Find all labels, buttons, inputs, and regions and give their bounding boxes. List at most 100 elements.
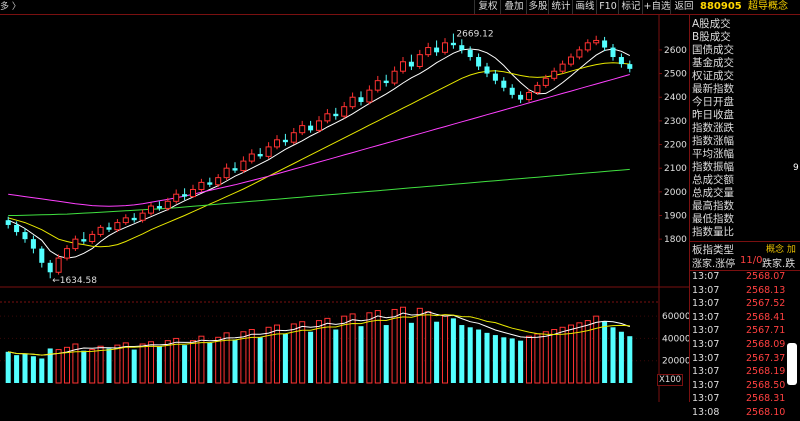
candle [139,209,146,223]
draw-line-button[interactable]: 画线 [572,0,597,14]
tick-price: 2567.71 [746,325,786,337]
volume-bar [282,333,288,383]
candle [391,66,398,86]
toolbar-left-text: 多 〉 [0,2,21,12]
tick-time: 13:07 [692,352,720,364]
ma-line-ma60 [8,168,630,216]
kline-chart[interactable]: 2600 2500 2400 2300 2200 2100 2000 1900 1800 600… [0,15,689,402]
price-tick-label: 1800 [664,235,687,245]
tick-time: 13:07 [692,298,720,310]
tick-price: 2567.52 [746,298,786,310]
candle [341,101,348,119]
candle [164,197,171,211]
volume-bar [55,349,62,384]
volume-bar [492,335,498,383]
back-button[interactable]: 返回 [670,0,697,14]
volume-series [5,306,633,384]
volume-bar [97,345,104,384]
panel-field-7: 昨日收盘 [692,109,734,121]
candle [434,40,440,56]
price-tick-label: 2300 [664,117,687,127]
tick-price: 2568.31 [746,393,786,405]
candle [198,178,205,192]
panel-field-13: 总成交量 [692,187,734,199]
candle [248,149,255,164]
tick-price: 2568.13 [746,284,786,296]
tick-list[interactable]: 13:07 2568.07 13:07 2568.13 13:07 2567.52 13:0… [690,270,800,421]
candle [358,91,364,106]
candle [273,135,281,150]
volume-bar [425,311,432,384]
panel-field-2: 国债成交 [692,44,734,56]
tick-price: 2568.41 [746,311,786,323]
tick-row: 13:07 2567.52 [690,298,800,312]
price-tick-label: 2400 [664,93,687,103]
candle [63,245,71,261]
volume-bar [459,325,465,383]
overlay-button[interactable]: 叠加 [500,0,527,14]
candle [593,35,600,46]
tick-price: 2568.50 [746,379,786,391]
f10-button[interactable]: F10 [596,0,619,14]
price-tick-label: 2600 [664,46,687,56]
volume-bar [391,308,398,384]
mark-button[interactable]: 标记 [618,0,643,14]
volume-bar [416,307,423,384]
statistics-button[interactable]: 统计 [548,0,573,14]
tick-row: 13:07 2568.41 [690,312,800,326]
volume-bar [257,337,263,383]
volume-bar [509,338,515,383]
panel-field-5: 最新指数 [692,83,734,95]
volume-tick-label: 40000 [662,334,689,344]
price-tick-label: 2500 [664,70,687,80]
candle [399,57,407,74]
multi-stock-button[interactable]: 多股 [526,0,549,14]
panel-field-12: 总成交额 [692,174,734,186]
sector-row: 板指类型 概念 加 [690,241,800,256]
volume-bar [602,321,608,383]
candle [441,38,449,55]
add-favorite-button[interactable]: +自选 [642,0,671,14]
volume-bar [567,324,575,384]
volume-bar [324,317,331,384]
candle [173,189,180,204]
candle [131,213,137,223]
candle [467,46,473,61]
volume-bar [441,315,449,384]
candle [374,75,381,93]
volume-bar [207,342,213,383]
candle [559,60,566,74]
volume-bar [308,331,314,383]
volume-bar [248,329,255,384]
candle [366,85,373,105]
volume-bar [139,343,146,384]
panel-field-10: 平均涨幅 [692,148,734,160]
scroll-handle[interactable] [787,343,797,385]
panel-field-9: 指数涨幅 [692,135,734,147]
volume-bar [518,340,524,383]
candle [584,39,591,53]
volume-bar [610,327,616,383]
volume-bar [576,322,583,384]
ma-line-ma20 [8,74,630,207]
fuquan-button[interactable]: 复权 [474,0,501,14]
volume-bar [383,325,389,383]
volume-average-lines [8,311,630,356]
candle [518,91,524,104]
volume-bar [358,326,364,383]
volume-bar [198,335,205,384]
tick-price: 2568.09 [746,338,786,350]
tick-time: 13:07 [692,338,720,350]
volume-bar [476,329,482,383]
info-panel: A股成交 B股成交 国债成交 基金成交 权证成交 最新指数 今日开盘 昨日收盘 指数涨跌 指数涨幅… [689,15,800,418]
candle [627,60,633,73]
tick-time: 13:07 [692,325,720,337]
low-price-label: ←1634.58 [52,276,97,286]
candle [55,254,62,275]
volume-bar [542,331,549,384]
sector-value[interactable]: 概念 加 [766,245,796,255]
candle [207,177,213,188]
candle [459,39,465,54]
volume-bar [114,344,121,384]
volume-bar [341,315,348,384]
